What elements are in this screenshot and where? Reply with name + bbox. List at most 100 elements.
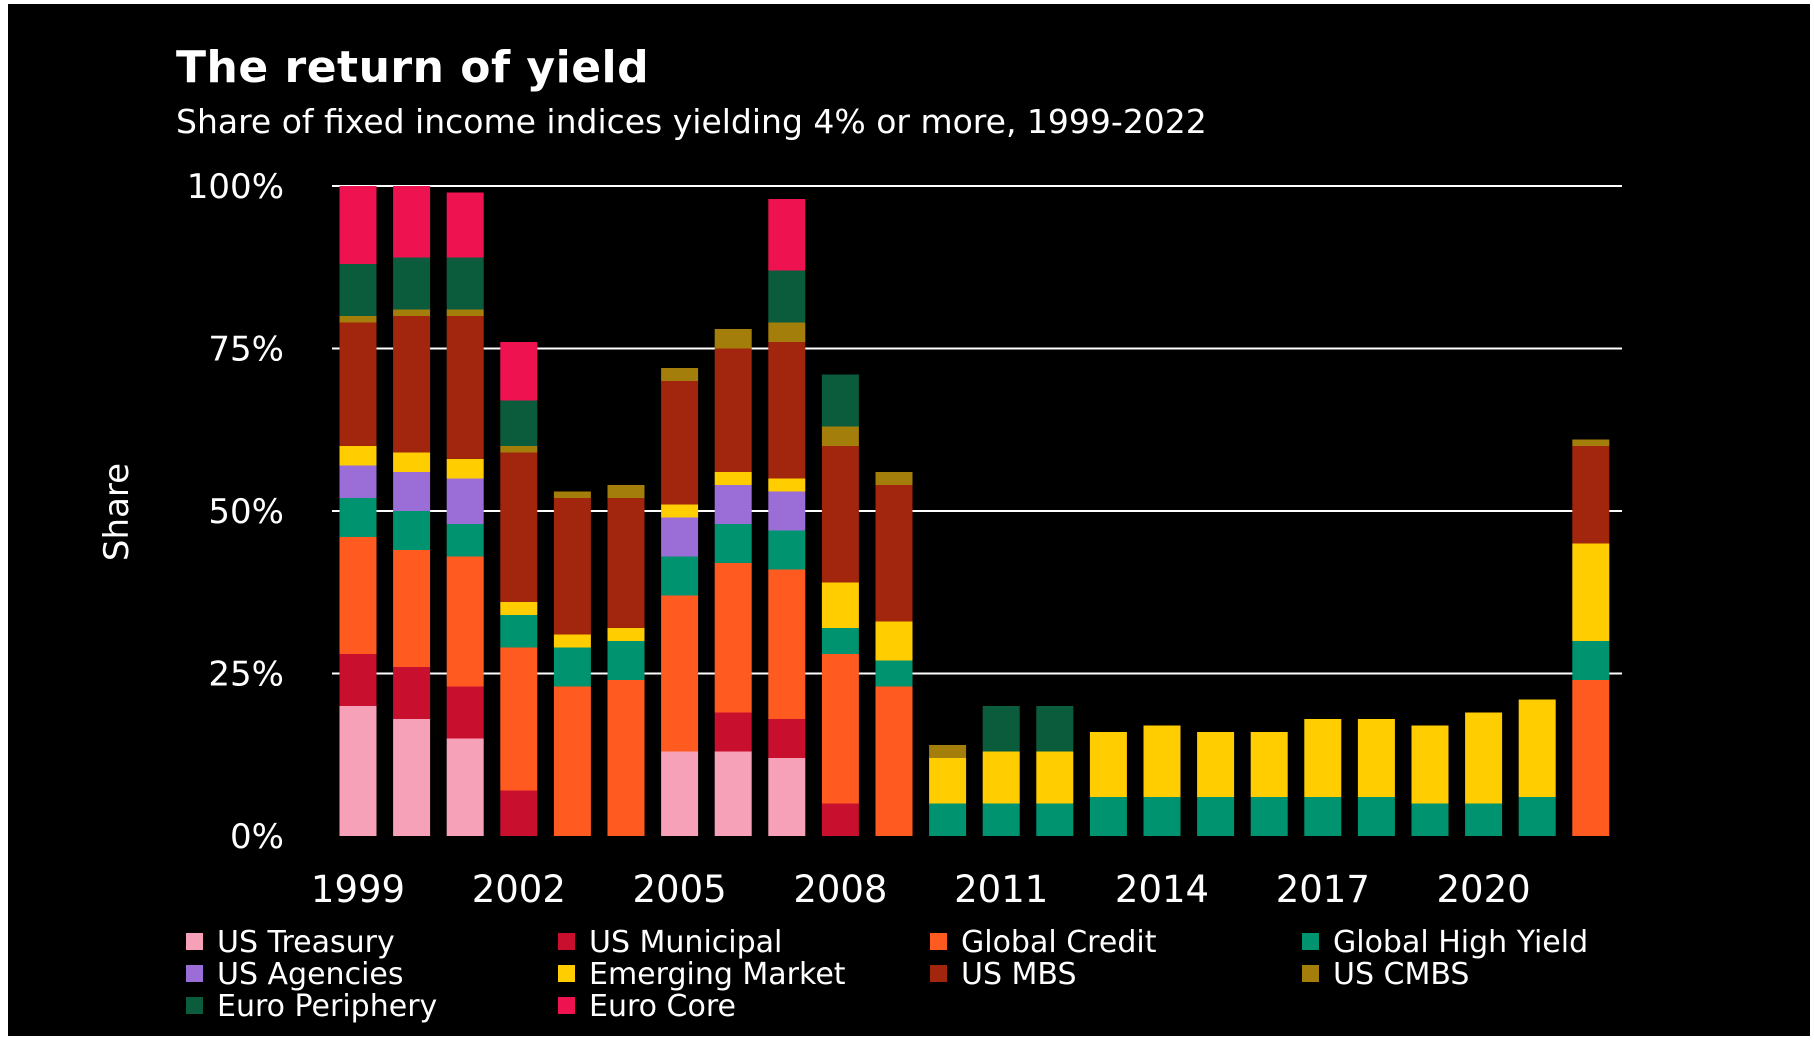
bar-segment-global-credit-1999 <box>339 537 377 654</box>
bar-segment-us-municipal-2006 <box>714 712 752 752</box>
bar-segment-global-high-yield-2002 <box>500 615 538 648</box>
bar-segment-global-credit-2002 <box>500 647 538 791</box>
bar-segment-us-mbs-2000 <box>393 316 431 453</box>
legend-swatch <box>1302 965 1319 982</box>
bar-segment-us-municipal-2007 <box>768 719 806 758</box>
bar-segment-global-high-yield-2005 <box>661 556 699 596</box>
bar-segment-us-agencies-2005 <box>661 517 699 557</box>
bar-segment-global-high-yield-2004 <box>607 641 645 680</box>
bar-segment-euro-periphery-2001 <box>446 257 484 310</box>
bar-segment-us-mbs-1999 <box>339 322 377 446</box>
bar-segment-euro-periphery-2002 <box>500 400 538 446</box>
bar-segment-emerging-market-2019 <box>1411 725 1449 804</box>
x-tick-label: 2014 <box>1115 868 1209 911</box>
x-tick-label: 2020 <box>1437 868 1531 911</box>
y-tick-label: 75% <box>208 330 284 370</box>
bar-segment-us-treasury-2005 <box>661 751 699 836</box>
bar-segment-emerging-market-2001 <box>446 459 484 479</box>
bar-segment-emerging-market-2015 <box>1197 732 1235 797</box>
bar-segment-us-cmbs-2001 <box>446 309 484 316</box>
y-tick-label: 25% <box>208 655 284 695</box>
legend-swatch <box>558 933 575 950</box>
bar-segment-global-high-yield-2015 <box>1197 797 1235 836</box>
bar-segment-emerging-market-2017 <box>1304 719 1342 797</box>
bar-segment-us-cmbs-2007 <box>768 322 806 342</box>
bar-segment-emerging-market-2002 <box>500 602 538 615</box>
bar-segment-emerging-market-1999 <box>339 446 377 466</box>
legend-swatch <box>930 965 947 982</box>
bar-segment-us-mbs-2002 <box>500 452 538 602</box>
x-tick-label: 2017 <box>1276 868 1370 911</box>
bar-segment-emerging-market-2008 <box>821 582 859 628</box>
bar-segment-us-agencies-2001 <box>446 478 484 524</box>
legend-label: US Treasury <box>217 925 395 960</box>
bar-segment-us-mbs-2022 <box>1572 446 1610 544</box>
legend-label: US MBS <box>961 957 1077 992</box>
bar-segment-emerging-market-2020 <box>1465 712 1503 804</box>
x-tick-label: 2011 <box>954 868 1048 911</box>
bar-segment-us-municipal-2008 <box>821 803 859 836</box>
bar-segment-global-high-yield-2003 <box>553 647 591 687</box>
y-tick-label: 50% <box>208 492 284 532</box>
bar-segment-global-credit-2003 <box>553 686 591 836</box>
legend-swatch <box>186 997 203 1014</box>
bar-segment-us-cmbs-2004 <box>607 485 645 498</box>
y-axis-ticks: 0% 25% 50% 75% 100% <box>187 167 284 857</box>
bar-segment-us-treasury-2006 <box>714 751 752 836</box>
legend-swatch <box>1302 933 1319 950</box>
bar-segment-emerging-market-2016 <box>1250 732 1288 797</box>
legend-swatch <box>186 933 203 950</box>
bar-segment-us-cmbs-2003 <box>553 491 591 498</box>
bar-segment-global-credit-2005 <box>661 595 699 752</box>
x-axis-ticks: 1999 2002 2005 2008 2011 2014 2017 2020 <box>311 868 1531 911</box>
bar-segment-us-treasury-2007 <box>768 758 806 836</box>
legend-label: Global Credit <box>961 925 1157 960</box>
bar-segment-us-municipal-2001 <box>446 686 484 739</box>
bar-segment-global-high-yield-2006 <box>714 524 752 563</box>
bar-segment-emerging-market-2010 <box>929 758 967 804</box>
bar-segment-emerging-market-2011 <box>982 751 1020 804</box>
bar-segment-global-high-yield-2020 <box>1465 803 1503 836</box>
bar-segment-euro-core-2000 <box>393 186 431 258</box>
bar-segment-global-high-yield-2018 <box>1357 797 1395 836</box>
bar-segment-global-credit-2006 <box>714 563 752 713</box>
bar-segment-emerging-market-2004 <box>607 628 645 641</box>
legend-label: US CMBS <box>1333 957 1469 992</box>
bar-segment-global-high-yield-2014 <box>1143 797 1181 836</box>
bar-segment-global-credit-2000 <box>393 550 431 667</box>
bar-segment-us-mbs-2007 <box>768 342 806 479</box>
bar-segment-us-cmbs-2005 <box>661 368 699 381</box>
bar-segment-global-credit-2009 <box>875 686 913 836</box>
bar-segment-us-cmbs-2010 <box>929 745 967 758</box>
bar-segment-global-high-yield-2009 <box>875 660 913 687</box>
bar-segment-emerging-market-2018 <box>1357 719 1395 797</box>
bar-segment-global-high-yield-2016 <box>1250 797 1288 836</box>
bar-segment-us-municipal-1999 <box>339 654 377 706</box>
chart-title: The return of yield <box>176 42 650 93</box>
bar-segment-euro-core-2001 <box>446 192 484 258</box>
bar-segment-euro-core-1999 <box>339 186 377 264</box>
legend-label: Emerging Market <box>589 957 846 992</box>
legend-label: US Municipal <box>589 925 782 960</box>
bar-segment-global-high-yield-1999 <box>339 498 377 537</box>
bar-segment-euro-periphery-2008 <box>821 374 859 427</box>
bar-segment-global-high-yield-2000 <box>393 511 431 550</box>
bar-segment-global-credit-2001 <box>446 556 484 687</box>
bar-segment-us-mbs-2009 <box>875 485 913 622</box>
bar-segment-us-cmbs-2009 <box>875 472 913 485</box>
bar-segment-us-treasury-2000 <box>393 719 431 836</box>
y-tick-label: 0% <box>230 817 284 857</box>
legend-swatch <box>930 933 947 950</box>
bar-segment-emerging-market-2021 <box>1518 699 1556 797</box>
bar-segment-us-agencies-2006 <box>714 485 752 524</box>
bar-segment-us-mbs-2005 <box>661 381 699 505</box>
legend-label: Euro Periphery <box>217 989 437 1024</box>
y-axis-label: Share <box>97 463 137 561</box>
bar-segment-global-high-yield-2011 <box>982 803 1020 836</box>
bar-segment-us-agencies-2007 <box>768 491 806 531</box>
bar-segment-global-high-yield-2013 <box>1089 797 1127 836</box>
y-tick-label: 100% <box>187 167 284 207</box>
bar-segment-euro-periphery-2007 <box>768 270 806 323</box>
bar-segment-us-cmbs-2006 <box>714 329 752 349</box>
